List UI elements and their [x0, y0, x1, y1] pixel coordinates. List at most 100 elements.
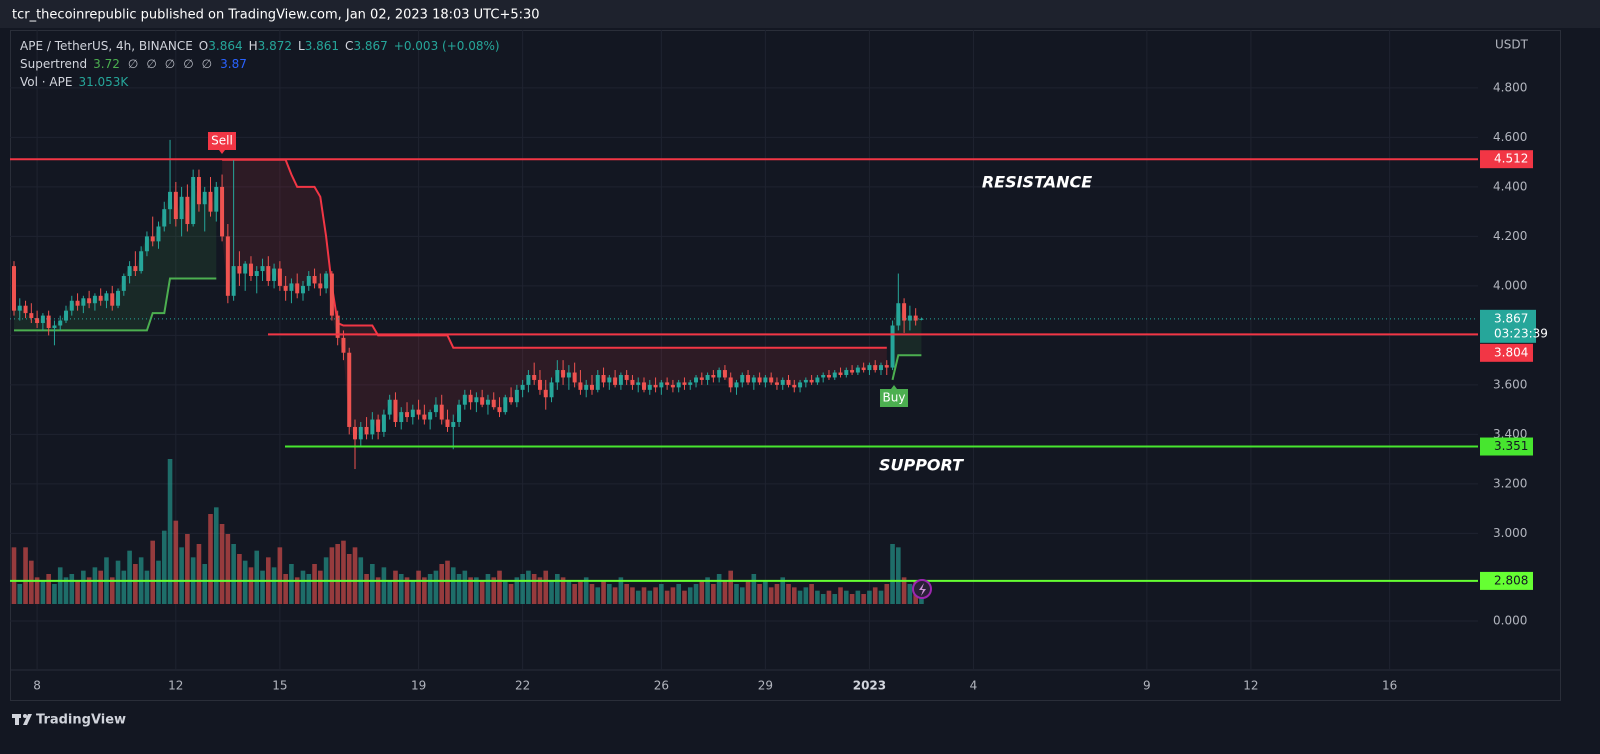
- volume-bar: [768, 587, 774, 604]
- volume-bar: [404, 577, 410, 604]
- candle-body: [272, 268, 277, 281]
- candle-body: [46, 315, 51, 328]
- candle-body: [555, 370, 560, 383]
- header: tcr_thecoinrepublic published on Trading…: [12, 8, 540, 23]
- candle-body: [572, 372, 577, 383]
- volume-bar: [809, 584, 814, 604]
- volume-bar: [589, 584, 595, 604]
- volume-bar: [52, 584, 57, 604]
- volume-bar: [115, 560, 121, 604]
- candle-body: [231, 266, 236, 296]
- resistance-label: RESISTANCE: [982, 173, 1092, 192]
- legend-value: 3.872: [258, 39, 292, 53]
- volume-bar: [583, 577, 589, 604]
- volume-bar: [208, 514, 213, 604]
- volume-bar: [433, 570, 439, 604]
- candle-body: [208, 191, 213, 212]
- volume-bar: [456, 574, 462, 604]
- y-tick-label: 4.800: [1493, 80, 1527, 94]
- volume-bar: [722, 580, 728, 604]
- volume-bar: [381, 567, 387, 604]
- candle-body: [98, 295, 103, 301]
- candle-body: [774, 382, 779, 385]
- volume-bar: [699, 580, 705, 604]
- x-tick-label: 8: [33, 679, 41, 693]
- volume-bar: [751, 574, 757, 604]
- level-tag: [1480, 150, 1533, 169]
- volume-bar: [757, 584, 762, 604]
- candle-body: [376, 419, 381, 432]
- volume-bar: [46, 574, 51, 604]
- volume-bar: [543, 570, 549, 604]
- axes: 3.0003.2003.4003.6003.8004.0004.2004.400…: [33, 80, 1548, 692]
- y2-tick-label: 0.000: [1493, 614, 1527, 628]
- volume-bar: [11, 547, 17, 604]
- volume-bar: [687, 587, 693, 604]
- candle-body: [410, 409, 415, 418]
- volume-bar: [728, 570, 734, 604]
- candle-body: [728, 377, 733, 388]
- candle-body: [468, 394, 473, 403]
- candle-body: [405, 412, 410, 418]
- candle-body: [347, 352, 352, 427]
- x-tick-label: 19: [411, 679, 426, 693]
- y-tick-label: 4.600: [1493, 130, 1527, 144]
- candle-body: [11, 266, 16, 311]
- countdown-label: 03:23:39: [1494, 326, 1548, 340]
- candle-body: [139, 251, 144, 272]
- candle-body: [497, 407, 502, 413]
- volume-bar: [838, 587, 843, 604]
- volume-bar: [861, 594, 866, 604]
- candle-body: [295, 283, 300, 294]
- volume-bar: [896, 547, 901, 604]
- candle-body: [526, 374, 531, 385]
- candle-body: [266, 266, 271, 281]
- candle-body: [873, 365, 878, 371]
- volume-bar: [318, 570, 323, 604]
- candle-body: [353, 426, 358, 440]
- candle-body: [740, 374, 745, 383]
- volume-bar: [254, 550, 260, 604]
- volume-bar: [237, 554, 242, 604]
- volume-bar: [890, 544, 895, 604]
- candle-body: [300, 285, 305, 294]
- volume-bar: [653, 587, 658, 604]
- candle-body: [584, 384, 589, 390]
- volume-bar: [248, 567, 254, 604]
- candle-body: [416, 409, 421, 415]
- volume-bar: [745, 580, 751, 604]
- candle-body: [676, 382, 681, 388]
- volume-bar: [491, 577, 497, 604]
- candle-body: [289, 283, 294, 291]
- candle-body: [636, 382, 641, 385]
- y-tick-label: 4.400: [1493, 179, 1527, 193]
- volume-bar: [844, 590, 849, 604]
- candle-body: [670, 384, 675, 388]
- volume-bar: [566, 580, 572, 604]
- candle-body: [35, 318, 40, 324]
- candle-body: [509, 397, 514, 403]
- candle-body: [896, 303, 901, 326]
- volume-bar: [439, 564, 445, 604]
- volume-bar: [277, 547, 283, 604]
- level-label: 3.351: [1494, 439, 1528, 453]
- candle-body: [173, 191, 178, 220]
- candle-body: [191, 177, 196, 225]
- x-tick-label: 12: [1243, 679, 1258, 693]
- volume-bar: [156, 560, 161, 604]
- volume-bar: [763, 580, 768, 604]
- candle-body: [127, 266, 132, 277]
- footer-brand: TradingView: [36, 713, 126, 728]
- candle-body: [318, 283, 323, 289]
- volume-bar: [601, 580, 606, 604]
- candle-body: [850, 370, 855, 373]
- x-tick-label: 16: [1382, 679, 1397, 693]
- candle-body: [520, 384, 525, 390]
- candle-body: [855, 367, 860, 373]
- x-tick-label: 9: [1143, 679, 1151, 693]
- candle-body: [578, 382, 583, 390]
- candle-body: [150, 236, 155, 242]
- candle-body: [87, 298, 92, 304]
- volume-bar: [86, 577, 92, 604]
